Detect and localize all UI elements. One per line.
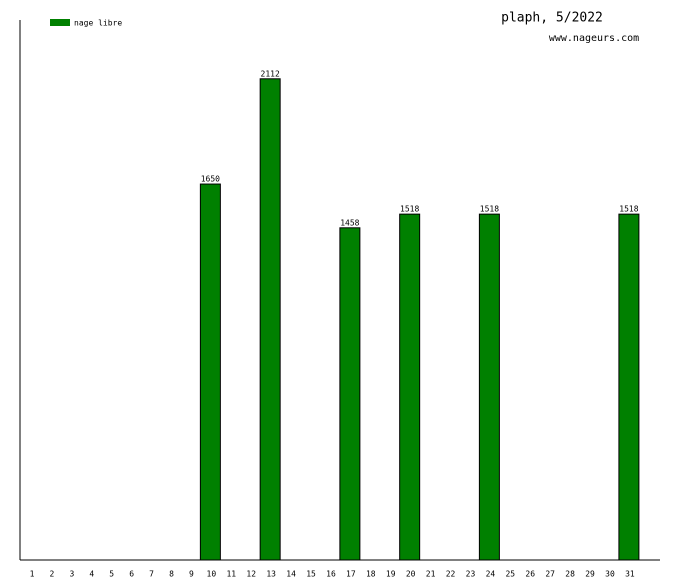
chart-title: plaph, 5/2022 (501, 11, 603, 26)
x-tick-label: 25 (505, 570, 515, 579)
x-tick-label: 7 (149, 570, 154, 579)
bar (618, 213, 640, 561)
chart-subtitle: www.nageurs.com (549, 33, 639, 44)
x-tick-label: 6 (129, 570, 134, 579)
x-tick-label: 13 (266, 570, 276, 579)
value-label: 1518 (619, 205, 638, 214)
x-tick-label: 12 (246, 570, 256, 579)
x-tick-label: 14 (286, 570, 296, 579)
x-tick-label: 31 (625, 570, 635, 579)
x-tick-label: 24 (486, 570, 496, 579)
x-tick-label: 29 (585, 570, 595, 579)
x-tick-label: 27 (545, 570, 555, 579)
x-tick-label: 8 (169, 570, 174, 579)
bar (478, 213, 500, 561)
x-tick-label: 21 (426, 570, 436, 579)
value-label: 1518 (400, 205, 419, 214)
x-tick-label: 18 (366, 570, 376, 579)
x-tick-label: 9 (189, 570, 194, 579)
x-tick-label: 23 (466, 570, 476, 579)
x-tick-label: 4 (89, 570, 94, 579)
legend-swatch (50, 19, 70, 26)
x-tick-label: 2 (50, 570, 55, 579)
x-tick-label: 3 (69, 570, 74, 579)
x-tick-label: 10 (207, 570, 217, 579)
x-tick-label: 16 (326, 570, 336, 579)
x-tick-label: 5 (109, 570, 114, 579)
x-tick-label: 11 (226, 570, 236, 579)
x-tick-label: 1 (30, 570, 35, 579)
bar (259, 78, 281, 561)
bar (339, 227, 361, 561)
value-label: 1458 (340, 218, 359, 227)
x-tick-label: 15 (306, 570, 316, 579)
x-tick-label: 28 (565, 570, 575, 579)
value-label: 1650 (201, 175, 220, 184)
x-tick-label: 22 (446, 570, 456, 579)
x-tick-label: 17 (346, 570, 356, 579)
x-tick-label: 20 (406, 570, 416, 579)
bar (199, 183, 221, 561)
legend-label: nage libre (74, 19, 122, 28)
value-label: 1518 (480, 205, 499, 214)
x-tick-label: 19 (386, 570, 396, 579)
value-label: 2112 (261, 69, 280, 78)
bar (399, 213, 421, 561)
x-tick-label: 26 (525, 570, 535, 579)
x-tick-label: 30 (605, 570, 615, 579)
